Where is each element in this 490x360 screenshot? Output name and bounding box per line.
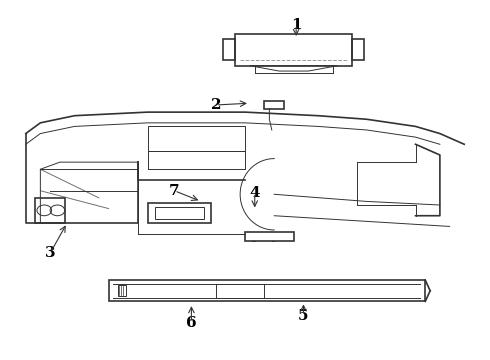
Text: 2: 2	[211, 98, 221, 112]
Bar	[147, 203, 211, 223]
Text: 6: 6	[186, 316, 196, 330]
Bar	[118, 285, 125, 296]
Bar	[216, 284, 265, 298]
Text: 7: 7	[169, 184, 180, 198]
Text: 1: 1	[291, 18, 301, 32]
Bar	[109, 280, 425, 301]
Text: 3: 3	[45, 246, 55, 260]
Text: 5: 5	[298, 309, 309, 323]
Bar	[155, 207, 203, 219]
Bar	[35, 198, 65, 223]
Bar	[245, 232, 294, 241]
Text: 4: 4	[249, 185, 260, 199]
